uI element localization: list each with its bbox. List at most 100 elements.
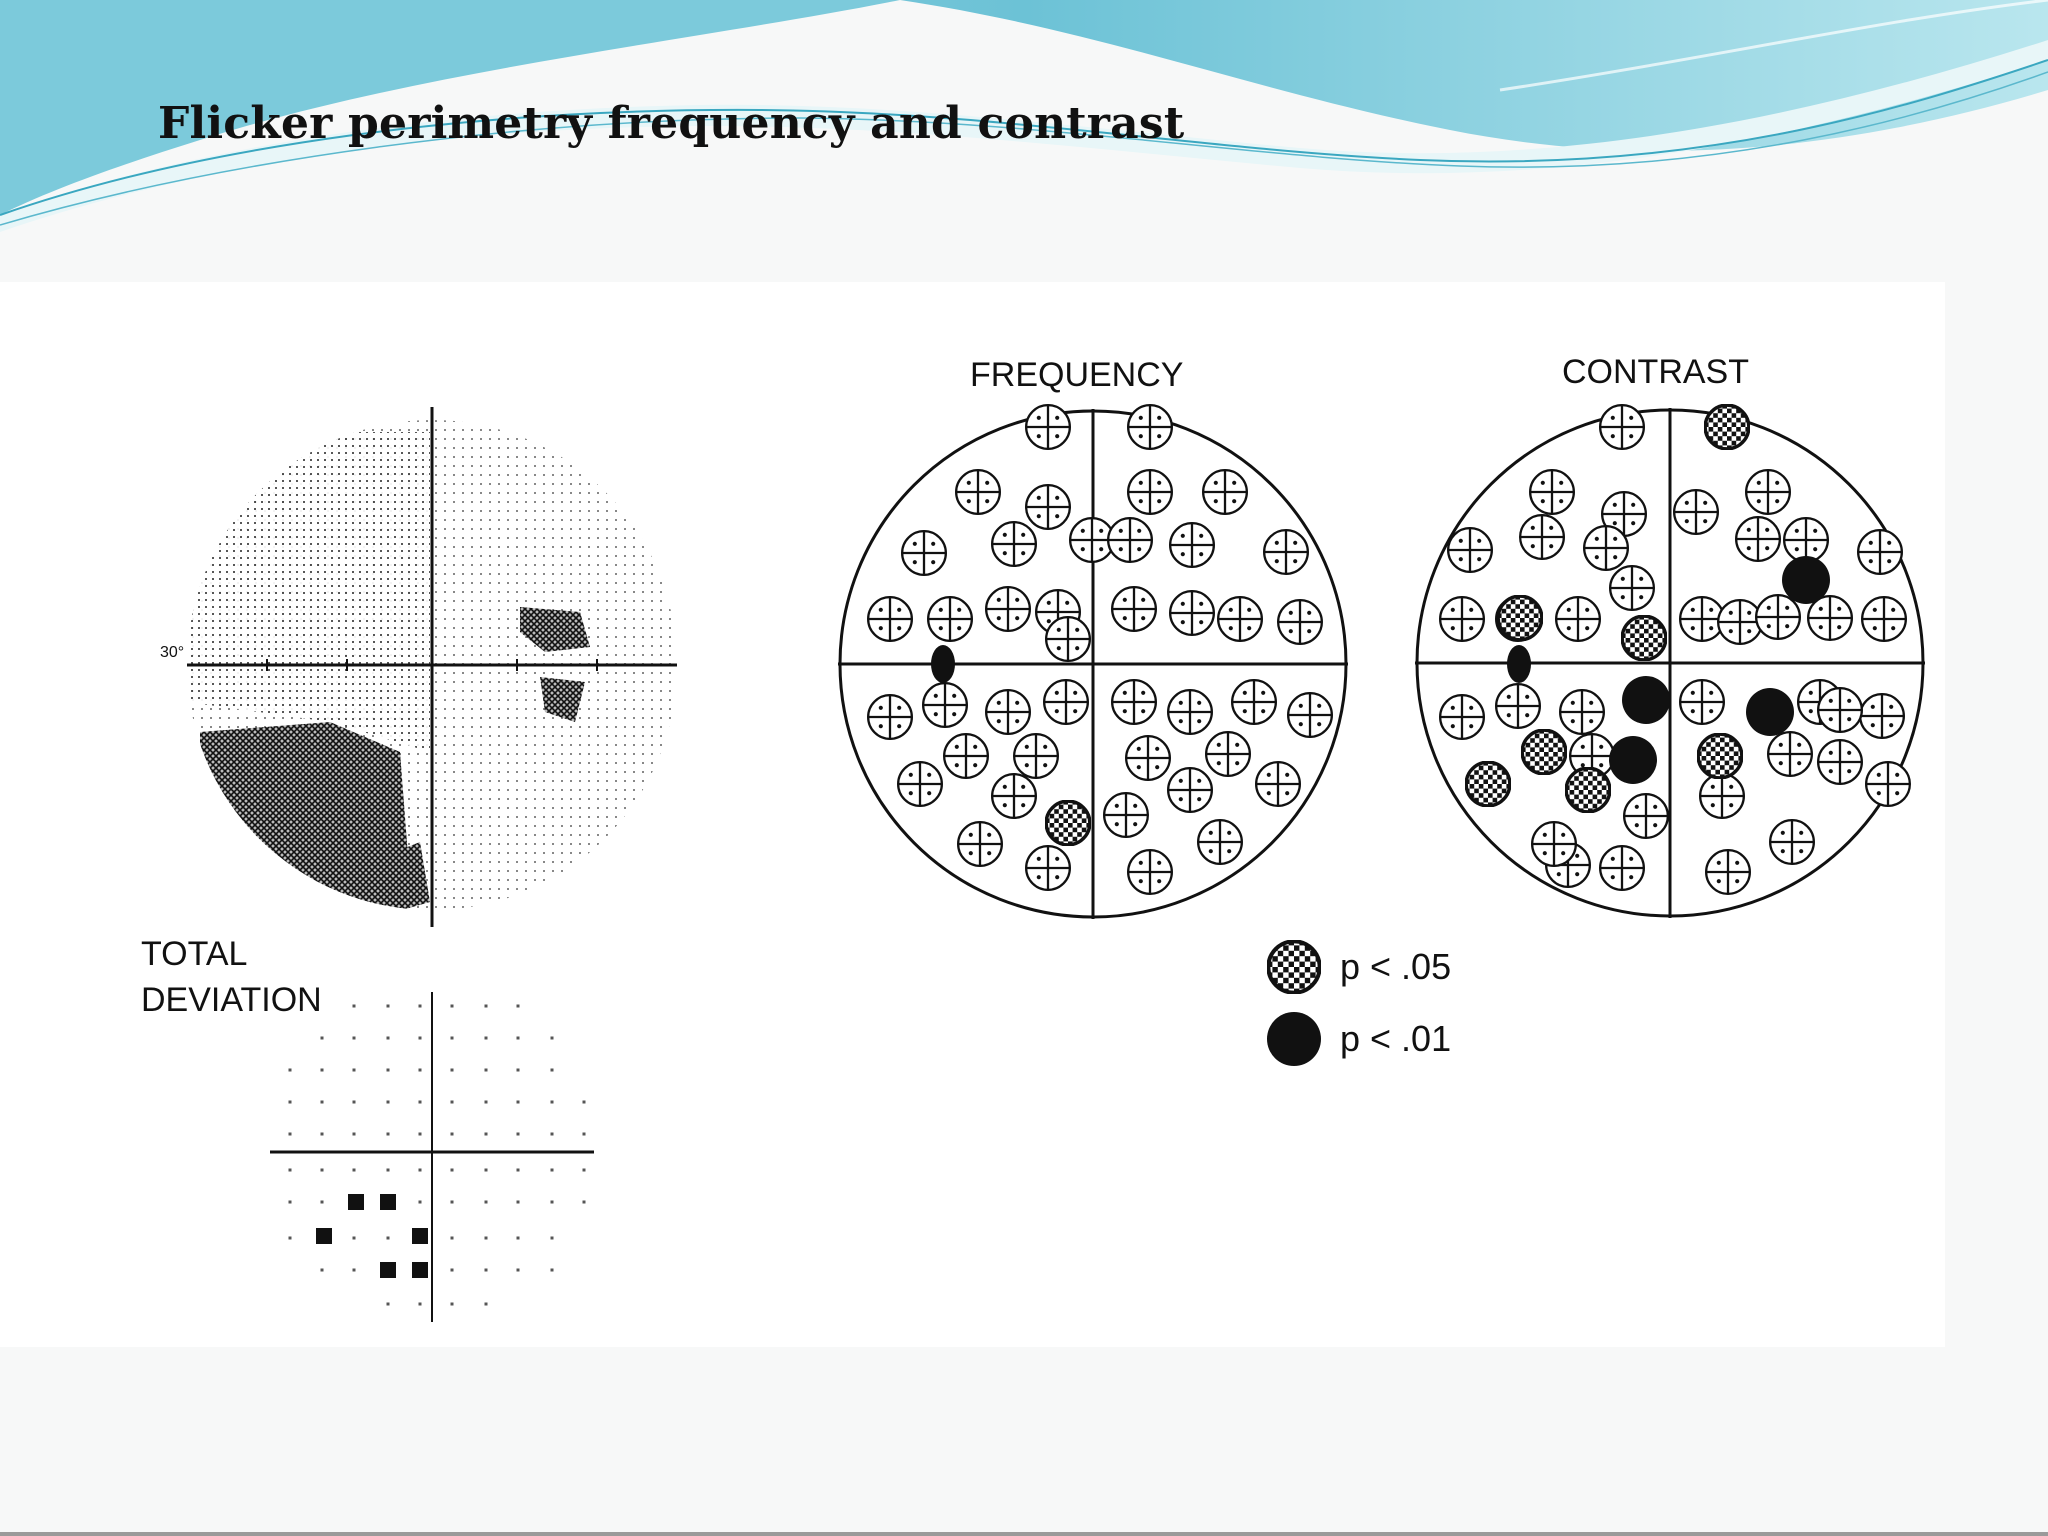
deviation-dot [288, 1168, 292, 1172]
deviation-dot [450, 1236, 454, 1240]
deviation-dot [484, 1068, 488, 1072]
deviation-dot [484, 1132, 488, 1136]
legend-p01-icon [1267, 1012, 1321, 1066]
frequency-cell [897, 761, 943, 807]
frequency-cell [922, 682, 968, 728]
deviation-dot [484, 1236, 488, 1240]
deviation-dot [582, 1200, 586, 1204]
deviation-dot [516, 1168, 520, 1172]
contrast-cell-p01 [1507, 645, 1531, 683]
contrast-cell [1439, 596, 1485, 642]
frequency-cell [1107, 517, 1153, 563]
frequency-cell [1255, 761, 1301, 807]
frequency-cell [1169, 590, 1215, 636]
deviation-dot [550, 1068, 554, 1072]
deviation-dot [418, 1004, 422, 1008]
deviation-dot [418, 1168, 422, 1172]
deviation-dot [516, 1036, 520, 1040]
contrast-cell [1599, 845, 1645, 891]
deviation-dot [352, 1236, 356, 1240]
frequency-cell [927, 596, 973, 642]
deviation-dot [450, 1200, 454, 1204]
frequency-cell [1043, 679, 1089, 725]
frequency-cell [867, 596, 913, 642]
contrast-title: CONTRAST [1562, 353, 1749, 391]
deviation-dot [516, 1100, 520, 1104]
deviation-dot [450, 1100, 454, 1104]
frequency-cell [901, 530, 947, 576]
deviation-dot [550, 1100, 554, 1104]
figure-panel: 30° TOTAL DEVIATION FREQUENCY CONTRAST p… [0, 282, 1945, 1347]
contrast-cell [1623, 793, 1669, 839]
contrast-cell [1439, 694, 1485, 740]
frequency-cell-p01 [931, 645, 955, 683]
legend-p05-label: p < .05 [1340, 946, 1451, 987]
deviation-dot [320, 1100, 324, 1104]
grayscale-visual-field: 30° [160, 407, 677, 927]
deviation-square [316, 1228, 332, 1244]
deviation-dot [352, 1036, 356, 1040]
deviation-dot [386, 1236, 390, 1240]
contrast-cell [1861, 596, 1907, 642]
frequency-cell [1197, 819, 1243, 865]
frequency-cell [1111, 586, 1157, 632]
total-deviation-label-line2: DEVIATION [141, 981, 322, 1019]
deviation-dot [418, 1200, 422, 1204]
legend-p05-icon [1268, 941, 1319, 992]
frequency-cell [1127, 404, 1173, 450]
deviation-dot [450, 1302, 454, 1306]
contrast-cell-p01 [1782, 556, 1830, 604]
deviation-dot [550, 1268, 554, 1272]
contrast-cell [1769, 819, 1815, 865]
frequency-cell [1125, 735, 1171, 781]
bottom-rule [0, 1532, 2048, 1536]
header-banner [0, 0, 2048, 290]
deviation-dot [550, 1168, 554, 1172]
deviation-dot [516, 1268, 520, 1272]
frequency-cell [1127, 469, 1173, 515]
deviation-dot [352, 1132, 356, 1136]
deviation-dot [320, 1268, 324, 1272]
legend-p01-label: p < .01 [1340, 1018, 1451, 1059]
frequency-cell [1025, 484, 1071, 530]
deviation-dot [516, 1132, 520, 1136]
deviation-dot [386, 1068, 390, 1072]
frequency-cell [1127, 849, 1173, 895]
deviation-dot [288, 1236, 292, 1240]
deviation-dot [418, 1100, 422, 1104]
deviation-dot [288, 1132, 292, 1136]
contrast-cell [1599, 404, 1645, 450]
contrast-cell [1495, 683, 1541, 729]
deviation-dot [320, 1036, 324, 1040]
frequency-cell [1013, 733, 1059, 779]
contrast-cell [1447, 527, 1493, 573]
deviation-dot [450, 1168, 454, 1172]
frequency-title: FREQUENCY [970, 356, 1183, 394]
frequency-cell [867, 694, 913, 740]
contrast-cell-p01 [1609, 736, 1657, 784]
deviation-square [380, 1262, 396, 1278]
deviation-dot [582, 1132, 586, 1136]
frequency-cell [1231, 679, 1277, 725]
frequency-cell [1025, 404, 1071, 450]
deviation-dot [450, 1004, 454, 1008]
frequency-cell [1167, 767, 1213, 813]
deviation-dot [418, 1036, 422, 1040]
contrast-cell [1519, 514, 1565, 560]
deviation-dot [450, 1036, 454, 1040]
deviation-dot [450, 1068, 454, 1072]
deviation-dot [386, 1100, 390, 1104]
contrast-cell [1529, 469, 1575, 515]
frequency-cell [991, 773, 1037, 819]
frequency-cell [1045, 616, 1091, 662]
frequency-map [838, 404, 1348, 919]
frequency-cell [1025, 845, 1071, 891]
deviation-dot [550, 1236, 554, 1240]
contrast-cell [1583, 525, 1629, 571]
frequency-cell [943, 733, 989, 779]
deviation-dot [352, 1068, 356, 1072]
deviation-dot [516, 1200, 520, 1204]
frequency-cell [1277, 599, 1323, 645]
contrast-cell [1735, 516, 1781, 562]
frequency-cell [1111, 679, 1157, 725]
